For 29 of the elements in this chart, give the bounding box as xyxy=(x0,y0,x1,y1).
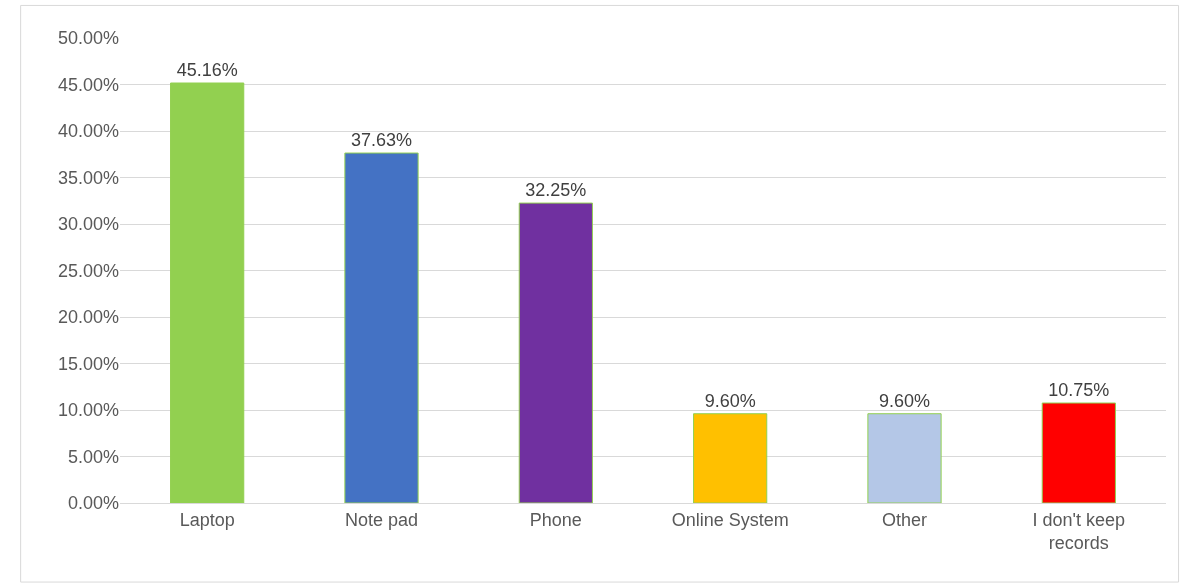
data-label: 10.75% xyxy=(1048,380,1110,401)
data-label: 9.60% xyxy=(704,390,756,411)
bar xyxy=(344,152,419,503)
bar xyxy=(1041,402,1116,503)
y-tick-label: 5.00% xyxy=(67,446,119,467)
data-label: 45.16% xyxy=(176,60,238,81)
y-tick-label: 45.00% xyxy=(57,74,119,95)
y-tick-label: 30.00% xyxy=(57,214,119,235)
y-tick-label: 25.00% xyxy=(57,260,119,281)
y-tick-label: 20.00% xyxy=(57,307,119,328)
x-tick-label: Note pad xyxy=(344,509,419,530)
bar xyxy=(867,413,942,503)
y-tick-label: 15.00% xyxy=(57,353,119,374)
bar xyxy=(170,82,245,503)
bar xyxy=(518,202,593,503)
x-tick-label: Other xyxy=(881,509,928,530)
x-tick-label: I don't keep records xyxy=(1032,509,1126,553)
y-tick-label: 0.00% xyxy=(67,493,119,514)
bar xyxy=(693,413,768,503)
y-tick-label: 50.00% xyxy=(57,28,119,49)
y-tick-label: 40.00% xyxy=(57,121,119,142)
y-tick-label: 35.00% xyxy=(57,167,119,188)
data-label: 37.63% xyxy=(350,130,413,151)
y-tick-label: 10.00% xyxy=(57,400,119,421)
x-tick-label: Phone xyxy=(529,509,582,530)
data-label: 32.25% xyxy=(525,180,587,201)
data-label: 9.60% xyxy=(878,390,931,411)
x-tick-label: Laptop xyxy=(179,509,235,530)
x-tick-label: Online System xyxy=(671,509,789,530)
